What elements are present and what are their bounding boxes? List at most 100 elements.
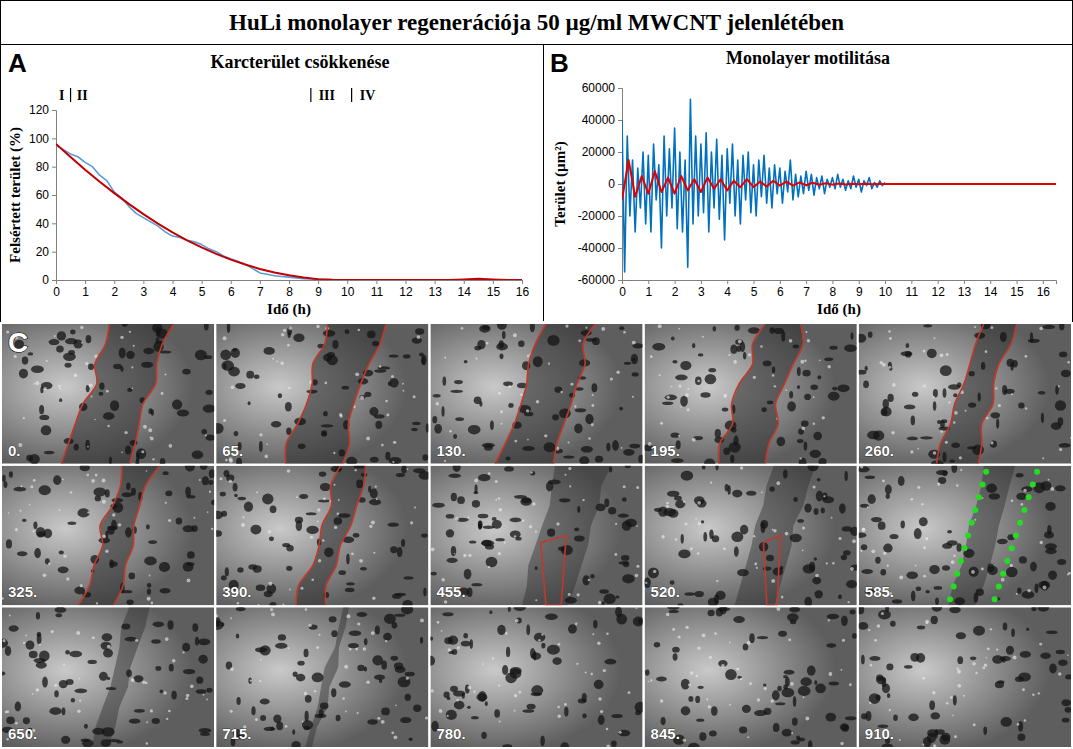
- cell-texture: [614, 553, 617, 556]
- cell-texture: [320, 702, 329, 709]
- tick-mark: [52, 280, 56, 281]
- cell-texture: [933, 451, 937, 455]
- cell-texture: [749, 682, 752, 685]
- cell-texture: [199, 728, 212, 733]
- cell-texture: [860, 550, 862, 552]
- figure: HuLi monolayer regenerációja 50 µg/ml MW…: [0, 0, 1073, 749]
- cell-texture: [547, 645, 560, 655]
- cell-texture: [73, 339, 82, 348]
- x-axis-title: Idő (h): [267, 301, 311, 318]
- cell-texture: [990, 440, 997, 447]
- cell-texture: [554, 387, 562, 393]
- cell-texture: [889, 337, 892, 340]
- cell-texture: [829, 346, 837, 350]
- cell-texture: [1021, 503, 1024, 506]
- cell-texture: [931, 616, 938, 624]
- tick: -60000: [578, 273, 622, 287]
- wound-edge-dot: [947, 596, 953, 602]
- cell-texture: [324, 382, 327, 385]
- cell-texture: [933, 744, 936, 747]
- image-frame: 0.: [2, 321, 216, 468]
- cell-texture: [401, 607, 413, 614]
- tick-label: 60: [36, 188, 50, 202]
- frame-label: 845.: [651, 725, 680, 742]
- cell-texture: [828, 672, 832, 676]
- cell-texture: [371, 631, 375, 635]
- cell-texture: [234, 431, 239, 436]
- cell-texture: [556, 522, 559, 525]
- cell-texture: [229, 479, 232, 482]
- wound-edge: [763, 535, 780, 605]
- cell-texture: [255, 718, 258, 721]
- cell-texture: [624, 362, 631, 365]
- cell-texture: [149, 575, 151, 577]
- cell-texture: [236, 697, 240, 705]
- cell-texture: [564, 707, 568, 717]
- cell-texture: [606, 632, 609, 635]
- cell-texture: [877, 624, 881, 628]
- tick: 4: [170, 280, 177, 299]
- cell-texture: [463, 633, 468, 639]
- tick-label: 3: [698, 285, 705, 299]
- cell-texture: [355, 648, 358, 651]
- cell-texture: [281, 333, 285, 337]
- cell-texture: [785, 389, 787, 391]
- cell-texture: [488, 472, 491, 475]
- cell-texture: [623, 331, 626, 334]
- cell-texture: [953, 555, 956, 558]
- cell-texture: [151, 602, 154, 605]
- cell-texture: [850, 564, 856, 570]
- divider: [543, 44, 544, 321]
- cell-texture: [911, 590, 916, 601]
- wound-area: [78, 466, 160, 606]
- image-background: [2, 466, 214, 606]
- cell-texture: [923, 737, 932, 747]
- tick-label: 1: [82, 285, 89, 299]
- cell-texture: [667, 491, 679, 497]
- cell-texture: [963, 695, 965, 697]
- cell-texture: [262, 494, 273, 505]
- cell-texture: [464, 569, 472, 580]
- cell-texture: [296, 674, 305, 682]
- cell-texture: [659, 374, 661, 376]
- tick-mark: [52, 195, 56, 196]
- cell-texture: [697, 552, 700, 555]
- wound-edge-dot: [996, 584, 1002, 590]
- cell-texture: [425, 716, 428, 719]
- cell-texture: [862, 528, 866, 532]
- cell-texture: [737, 569, 749, 576]
- cell-texture: [815, 574, 819, 578]
- cell-texture: [223, 419, 226, 422]
- tick-label: 4: [170, 285, 177, 299]
- cell-texture: [391, 375, 394, 378]
- cell-texture: [985, 350, 988, 353]
- cell-texture: [785, 532, 789, 536]
- cell-texture: [823, 495, 825, 497]
- cell-texture: [205, 435, 207, 437]
- cell-texture: [601, 327, 605, 331]
- cell-texture: [413, 705, 421, 712]
- cell-texture: [736, 346, 741, 352]
- cell-texture: [926, 622, 928, 624]
- wound-edge-dot: [951, 584, 957, 590]
- cell-texture: [611, 741, 617, 747]
- cell-texture: [754, 710, 767, 716]
- cell-texture: [917, 486, 920, 489]
- cell-texture: [678, 549, 690, 558]
- cell-texture: [26, 640, 35, 649]
- cell-texture: [968, 402, 976, 407]
- cell-texture: [317, 520, 319, 522]
- cell-texture: [568, 467, 571, 470]
- cell-texture: [695, 518, 697, 520]
- cell-texture: [1062, 718, 1070, 723]
- cell-texture: [805, 716, 809, 720]
- cell-texture: [615, 523, 617, 525]
- cell-texture: [327, 352, 335, 358]
- cell-texture: [661, 717, 666, 725]
- image-background: [859, 324, 1071, 464]
- cell-texture: [363, 647, 367, 651]
- tick-mark: [806, 280, 807, 284]
- cell-texture: [868, 332, 873, 338]
- tick-mark: [675, 280, 676, 284]
- cell-texture: [645, 582, 647, 584]
